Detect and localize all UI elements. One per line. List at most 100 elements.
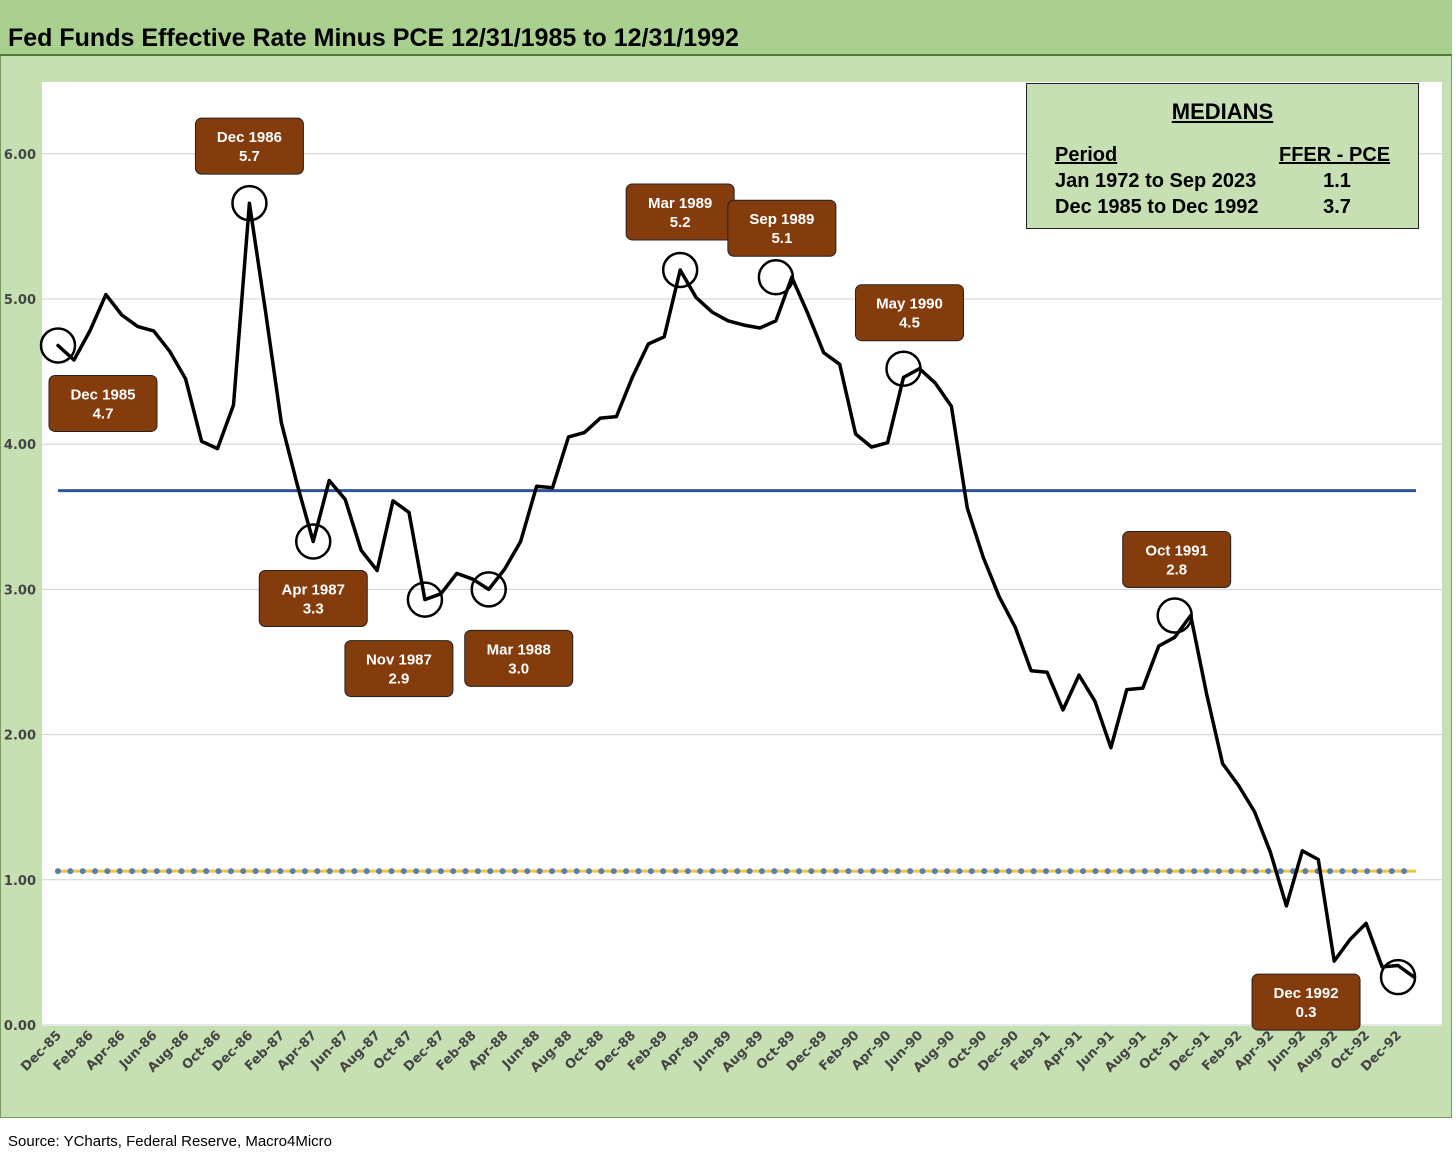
median-line-dot: [944, 868, 951, 875]
median-line-dot: [586, 868, 593, 875]
median-line-dot: [536, 868, 543, 875]
highlight-circle: [231, 184, 268, 222]
annotation-date: Nov 1987: [366, 652, 432, 669]
annotation-value: 3.0: [508, 660, 529, 677]
median-line-dot: [709, 868, 716, 875]
median-line-dot: [1388, 868, 1395, 875]
medians-row-value: 1.1: [1323, 170, 1351, 192]
median-line-dot: [1364, 868, 1371, 875]
highlight-circle: [661, 251, 699, 289]
median-line-dot: [215, 868, 222, 875]
annotation-value: 5.7: [239, 148, 260, 165]
median-line-dot: [1203, 868, 1210, 875]
median-line-dot: [697, 868, 704, 875]
median-line-dot: [561, 868, 568, 875]
annotation-value: 2.9: [388, 671, 409, 688]
annotation-date: Sep 1989: [749, 211, 814, 228]
annotation-box: [48, 374, 158, 432]
annotation-box: [258, 569, 368, 627]
median-line-dot: [660, 868, 667, 875]
median-line-dot: [1067, 868, 1074, 875]
median-line-dot: [734, 868, 741, 875]
medians-row-period: Jan 1972 to Sep 2023: [1055, 170, 1257, 192]
median-line-dot: [647, 868, 654, 875]
highlight-circle: [294, 523, 332, 560]
annotation-box: [855, 284, 965, 342]
y-tick-label: 5.00: [4, 293, 36, 308]
annotation-box: [344, 640, 454, 698]
annotation-value: 4.7: [93, 405, 114, 422]
median-line-dot: [1178, 868, 1185, 875]
median-line-dot: [684, 868, 691, 875]
annotation-value: 5.2: [670, 214, 691, 231]
annotation-value: 2.8: [1166, 562, 1187, 579]
highlight-circle: [39, 327, 77, 364]
highlight-circle: [1156, 597, 1193, 634]
median-line-dot: [623, 868, 630, 875]
annotation-value: 0.3: [1296, 1004, 1317, 1021]
median-line-dot: [721, 868, 728, 875]
source-note: Source: YCharts, Federal Reserve, Macro4…: [8, 1133, 333, 1150]
median-line-dot: [993, 868, 1000, 875]
median-line-dot: [783, 868, 790, 875]
median-line-dot: [1154, 868, 1161, 875]
median-line-dot: [968, 868, 975, 875]
median-line-dot: [610, 868, 617, 875]
median-line-dot: [833, 868, 840, 875]
median-line-dot: [845, 868, 852, 875]
highlight-circle: [470, 571, 507, 608]
median-line-dot: [1252, 868, 1259, 875]
median-line-dot: [190, 868, 197, 875]
median-line-dot: [1215, 868, 1222, 875]
median-line-dot: [462, 868, 469, 875]
median-line-dot: [474, 868, 481, 875]
y-tick-label: 2.00: [4, 729, 36, 744]
annotation-value: 4.5: [899, 315, 920, 332]
median-line-dot: [227, 868, 234, 875]
median-line-dot: [203, 868, 210, 875]
median-line-dot: [857, 868, 864, 875]
median-line-dot: [1240, 868, 1247, 875]
median-line-dot: [1141, 868, 1148, 875]
annotation-box: [1122, 531, 1232, 589]
median-line-dot: [956, 868, 963, 875]
median-line-dot: [758, 868, 765, 875]
median-line-dot: [598, 868, 605, 875]
median-line-dot: [672, 868, 679, 875]
median-line-dot: [79, 868, 86, 875]
median-line-dot: [1401, 868, 1408, 875]
median-line-dot: [413, 868, 420, 875]
median-line-dot: [326, 868, 333, 875]
median-line-dot: [1277, 868, 1284, 875]
median-line-dot: [351, 868, 358, 875]
median-line-dot: [376, 868, 383, 875]
median-line-dot: [820, 868, 827, 875]
annotation-date: Mar 1988: [487, 641, 551, 658]
median-line-dot: [511, 868, 518, 875]
median-line-dot: [1339, 868, 1346, 875]
median-line-dot: [400, 868, 407, 875]
median-line-dot: [1030, 868, 1037, 875]
median-line-dot: [549, 868, 555, 875]
annotation-date: Oct 1991: [1145, 543, 1208, 560]
annotation-date: Apr 1987: [282, 581, 345, 598]
median-line-dot: [1166, 868, 1173, 875]
median-line-dot: [1055, 868, 1062, 875]
annotation-box: [1251, 973, 1361, 1031]
median-line-dot: [499, 868, 506, 875]
median-line-dot: [1191, 868, 1198, 875]
median-line-dot: [981, 868, 988, 875]
median-line-dot: [437, 868, 444, 875]
annotation-box: [194, 117, 304, 175]
median-line-dot: [1129, 868, 1136, 875]
series-line: [56, 201, 1416, 979]
annotation-date: Dec 1986: [217, 129, 282, 146]
median-line-dot: [178, 868, 185, 875]
annotation-date: Mar 1989: [648, 195, 712, 212]
median-line-dot: [388, 868, 395, 875]
median-line-dot: [129, 868, 136, 875]
median-line-dot: [1043, 868, 1049, 875]
median-line-dot: [796, 868, 802, 875]
median-line-dot: [289, 868, 296, 875]
